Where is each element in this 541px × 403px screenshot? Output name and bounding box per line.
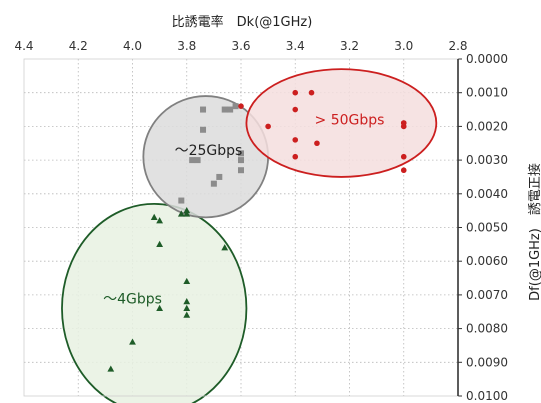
square-point (238, 150, 244, 157)
circle-point (292, 89, 299, 96)
region-label: ～4Gbps (103, 291, 162, 307)
triangle-point (183, 210, 191, 217)
region-label: > 50Gbps (315, 113, 385, 129)
x-tick-label: 4.4 (14, 39, 33, 53)
circle-point (400, 167, 407, 174)
circle-point (238, 103, 244, 109)
x-tick-label: 2.8 (448, 39, 467, 53)
region-labels: ～4Gbps ～25Gbps > 50Gbps (103, 113, 384, 308)
square-point (200, 126, 207, 133)
circle-point (400, 153, 407, 160)
triangle-point (177, 210, 185, 217)
square-point (189, 157, 196, 164)
triangle-point (183, 304, 191, 311)
square-point (200, 106, 207, 113)
square-point (238, 167, 244, 174)
x-tick-label: 3.8 (177, 39, 196, 53)
region-label: ～25Gbps (175, 143, 243, 159)
triangle-point (221, 244, 229, 251)
triangle-point (156, 217, 164, 224)
speed-regions (61, 68, 438, 403)
circle-point (308, 89, 315, 96)
triangle-point (129, 338, 136, 345)
square-point (221, 106, 228, 113)
tick-labels: 4.4 4.2 4.0 3.8 3.6 3.4 3.2 3.0 2.80.0000 0.0010 0… (14, 39, 508, 403)
y-tick-label: 0.0000 (466, 52, 508, 66)
y-tick-label: 0.0030 (466, 153, 508, 167)
circle-point (292, 153, 299, 160)
circle-point (314, 140, 320, 147)
x-tick-label: 4.0 (123, 39, 142, 53)
y-tick-label: 0.0040 (466, 187, 508, 201)
y-tick-label: 0.0070 (466, 288, 508, 302)
y-tick-label: 0.0010 (466, 86, 508, 100)
triangle-point (156, 240, 164, 247)
triangle-point (156, 304, 164, 311)
y-axis-label: Df(@1GHz) 誘電正接 (527, 163, 541, 301)
x-tick-label: 4.2 (69, 39, 88, 53)
data-points (107, 89, 407, 372)
square-point (232, 103, 239, 110)
square-point (178, 197, 185, 204)
triangle-point (183, 298, 191, 305)
y-tick-label: 0.0080 (466, 322, 508, 336)
y-tick-label: 0.0060 (466, 254, 508, 268)
triangle-point (150, 213, 158, 220)
circle-point (400, 123, 407, 130)
square-point (227, 106, 234, 113)
square-point (216, 173, 223, 180)
x-tick-label: 3.2 (340, 39, 359, 53)
y-tick-label: 0.0100 (466, 389, 508, 403)
x-tick-label: 3.0 (394, 39, 413, 53)
region-ellipse (61, 203, 248, 403)
circle-point (292, 137, 299, 143)
y-tick-label: 0.0050 (466, 221, 508, 235)
triangle-point (183, 311, 191, 318)
x-tick-label: 3.4 (286, 39, 305, 53)
square-point (210, 180, 217, 187)
circle-point (265, 123, 271, 130)
square-point (194, 157, 201, 164)
x-axis-label: 比誘電率 Dk(@1GHz) (172, 14, 313, 30)
x-tick-label: 3.6 (231, 39, 250, 53)
y-tick-label: 0.0020 (466, 119, 508, 133)
triangle-point (107, 365, 115, 372)
y-tick-label: 0.0090 (466, 355, 508, 369)
triangle-point (183, 277, 191, 285)
triangle-point (183, 207, 191, 214)
square-point (238, 157, 244, 164)
circle-point (292, 106, 299, 113)
region-ellipse (245, 68, 438, 178)
